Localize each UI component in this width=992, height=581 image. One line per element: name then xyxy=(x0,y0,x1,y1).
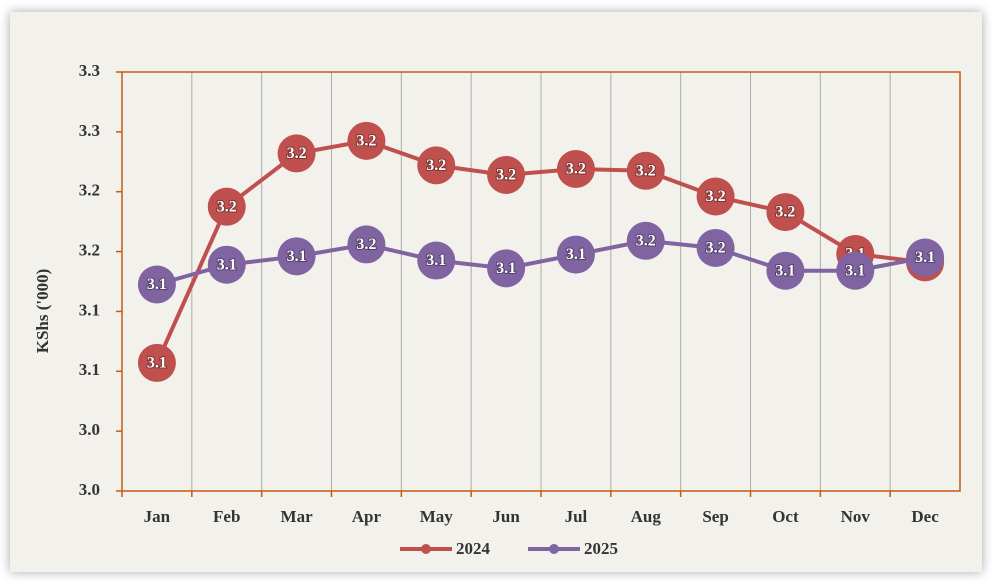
legend-marker xyxy=(421,544,431,554)
data-label: 3.1 xyxy=(496,260,516,277)
x-tick-label: Jan xyxy=(144,507,171,526)
data-label: 3.2 xyxy=(426,157,446,174)
data-label: 3.2 xyxy=(287,145,307,162)
legend-label: 2024 xyxy=(456,539,491,558)
x-tick-label: Jul xyxy=(565,507,588,526)
y-tick-label: 3.0 xyxy=(79,480,100,499)
y-tick-label: 3.3 xyxy=(79,61,100,80)
marker xyxy=(487,155,526,194)
legend-label: 2025 xyxy=(584,539,618,558)
x-tick-label: Sep xyxy=(702,507,728,526)
marker xyxy=(626,151,665,190)
data-label: 3.2 xyxy=(356,133,376,150)
marker xyxy=(207,187,246,226)
y-tick-label: 3.1 xyxy=(79,300,100,319)
data-label: 3.2 xyxy=(566,161,586,178)
x-tick-label: Apr xyxy=(352,507,382,526)
marker xyxy=(277,134,316,173)
data-label: 3.2 xyxy=(636,162,656,179)
data-label: 3.2 xyxy=(706,188,726,205)
marker xyxy=(417,146,456,185)
marker xyxy=(836,251,875,290)
data-label: 3.1 xyxy=(147,276,167,293)
marker xyxy=(766,251,805,290)
data-label: 3.2 xyxy=(356,236,376,253)
marker xyxy=(906,238,945,277)
data-label: 3.1 xyxy=(147,355,167,372)
data-label: 3.1 xyxy=(845,262,865,279)
x-tick-label: Feb xyxy=(213,507,240,526)
data-label: 3.2 xyxy=(775,204,795,221)
marker xyxy=(277,237,316,276)
data-label: 3.1 xyxy=(775,262,795,279)
marker xyxy=(556,149,595,188)
x-tick-label: Mar xyxy=(281,507,314,526)
marker xyxy=(207,245,246,284)
marker xyxy=(137,265,176,304)
y-tick-label: 3.1 xyxy=(79,360,100,379)
marker xyxy=(696,228,735,267)
y-axis-label: KShs ('000) xyxy=(33,269,52,354)
y-tick-label: 3.0 xyxy=(79,420,100,439)
marker xyxy=(766,193,805,232)
x-tick-label: Aug xyxy=(631,507,662,526)
marker xyxy=(556,235,595,274)
x-tick-label: May xyxy=(420,507,454,526)
data-label: 3.1 xyxy=(287,248,307,265)
data-label: 3.2 xyxy=(706,240,726,257)
y-tick-label: 3.2 xyxy=(79,240,100,259)
legend-marker xyxy=(549,544,559,554)
x-tick-label: Jun xyxy=(492,507,520,526)
x-tick-label: Dec xyxy=(911,507,939,526)
marker xyxy=(487,249,526,288)
data-label: 3.2 xyxy=(217,198,237,215)
data-label: 3.2 xyxy=(496,167,516,184)
data-label: 3.1 xyxy=(915,249,935,266)
x-tick-label: Nov xyxy=(841,507,871,526)
marker xyxy=(137,343,176,382)
marker xyxy=(417,241,456,280)
data-label: 3.1 xyxy=(426,252,446,269)
data-label: 3.1 xyxy=(217,256,237,273)
marker xyxy=(347,225,386,264)
y-tick-label: 3.3 xyxy=(79,121,100,140)
data-label: 3.2 xyxy=(636,232,656,249)
y-tick-label: 3.2 xyxy=(79,181,100,200)
marker xyxy=(347,121,386,160)
marker xyxy=(696,177,735,216)
data-label: 3.1 xyxy=(566,246,586,263)
marker xyxy=(626,221,665,260)
x-tick-label: Oct xyxy=(772,507,799,526)
